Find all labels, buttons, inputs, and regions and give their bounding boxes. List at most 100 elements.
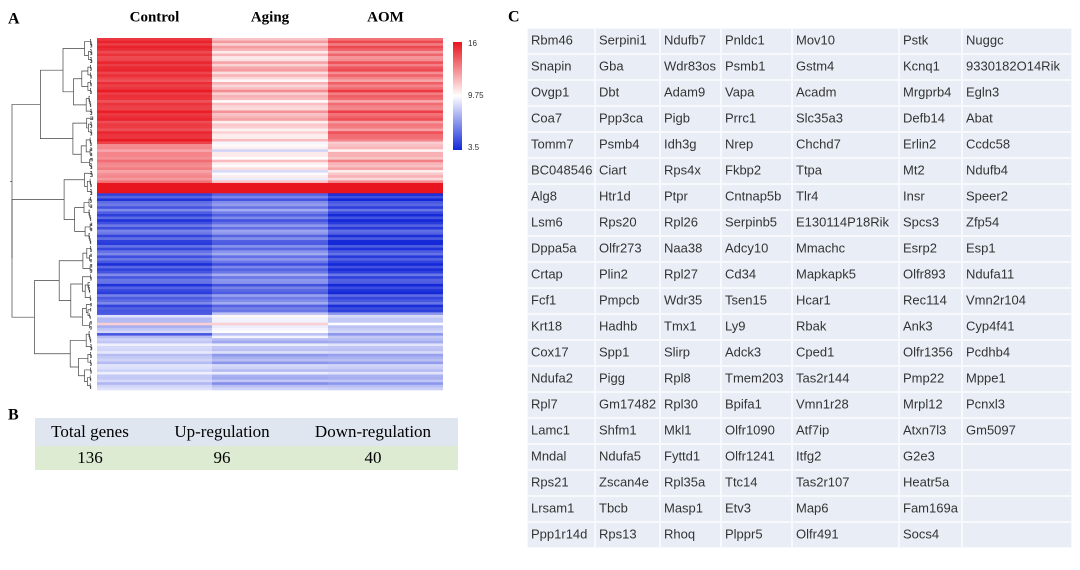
heat-cell xyxy=(212,211,328,215)
gene-name: Rec114 xyxy=(903,292,947,307)
heat-cell xyxy=(328,314,443,318)
heat-cell xyxy=(97,278,212,282)
gene-name: Olfr273 xyxy=(599,240,642,255)
heat-cell xyxy=(328,317,443,321)
heat-cell xyxy=(212,190,328,194)
heat-cell xyxy=(97,146,212,150)
heat-cell xyxy=(97,281,212,285)
gene-cell xyxy=(660,236,721,262)
gene-cell xyxy=(527,262,595,288)
heat-cell xyxy=(97,157,212,160)
heat-cell xyxy=(212,43,328,47)
gene-cell xyxy=(962,470,1072,496)
heat-cell xyxy=(97,221,212,225)
gene-cell xyxy=(660,392,721,418)
heat-cell xyxy=(328,219,443,223)
gene-name: Fkbp2 xyxy=(725,162,761,177)
gene-name: Ank3 xyxy=(903,318,933,333)
heat-cell xyxy=(97,180,212,184)
gene-cell xyxy=(792,314,899,340)
heat-cell xyxy=(212,252,328,256)
panel-label: A xyxy=(8,11,20,28)
heat-cell xyxy=(328,105,443,109)
gene-cell xyxy=(792,470,899,496)
gene-name: 9330182O14Rik xyxy=(966,58,1060,73)
gene-cell xyxy=(962,106,1072,132)
heat-cell xyxy=(328,131,443,135)
gene-name: Gm17482 xyxy=(599,396,656,411)
heat-cell xyxy=(212,146,328,150)
gene-name: Gm5097 xyxy=(966,422,1016,437)
column-header: Aging xyxy=(251,9,290,25)
gene-name: Hcar1 xyxy=(796,292,831,307)
gene-cell xyxy=(792,184,899,210)
gene-cell xyxy=(660,288,721,314)
heat-cell xyxy=(328,291,443,295)
heat-cell xyxy=(97,234,212,238)
heat-cell xyxy=(212,276,328,280)
heat-cell xyxy=(212,110,328,114)
heat-cell xyxy=(97,126,212,129)
table-header: Up-regulation xyxy=(174,422,270,441)
gene-cell xyxy=(595,288,660,314)
gene-name: Rbak xyxy=(796,318,827,333)
heat-cell xyxy=(97,374,212,378)
heat-cell xyxy=(328,278,443,282)
heat-cell xyxy=(97,252,212,256)
heat-cell xyxy=(97,333,212,336)
gene-cell xyxy=(899,158,962,184)
gene-name: Mov10 xyxy=(796,32,835,47)
heat-cell xyxy=(97,369,212,373)
gene-cell xyxy=(595,106,660,132)
gene-name: Tsen15 xyxy=(725,292,767,307)
heat-cell xyxy=(328,330,443,334)
gene-name: Hadhb xyxy=(599,318,637,333)
dendro-link xyxy=(34,280,71,355)
dendro-link xyxy=(11,104,41,259)
gene-cell xyxy=(527,132,595,158)
gene-name: Olfr1090 xyxy=(725,422,775,437)
heat-cell xyxy=(97,56,212,60)
heat-cell xyxy=(328,97,443,101)
heat-cell xyxy=(212,330,328,334)
heat-cell xyxy=(328,270,443,274)
gene-name: Heatr5a xyxy=(903,474,950,489)
heat-cell xyxy=(97,211,212,215)
gene-cell xyxy=(792,444,899,470)
gene-name: Vmn1r28 xyxy=(796,396,849,411)
gene-name: Mt2 xyxy=(903,162,925,177)
heat-cell xyxy=(328,193,443,197)
heat-cell xyxy=(328,76,443,80)
gene-cell xyxy=(527,366,595,392)
heat-cell xyxy=(97,131,212,135)
gene-name: Tomm7 xyxy=(531,136,574,151)
table-row-bg xyxy=(35,446,458,470)
heat-cell xyxy=(97,358,212,362)
heat-cell xyxy=(328,312,443,316)
gene-cell xyxy=(595,522,660,548)
heat-cell xyxy=(328,107,443,111)
gene-name: Pstk xyxy=(903,32,929,47)
heat-cell xyxy=(328,87,443,91)
gene-cell xyxy=(527,54,595,80)
gene-cell xyxy=(962,236,1072,262)
heat-cell xyxy=(97,283,212,287)
heat-cell xyxy=(97,263,212,267)
dendro-link xyxy=(72,122,87,155)
gene-name: Nrep xyxy=(725,136,753,151)
gene-cell xyxy=(792,262,899,288)
heat-cell xyxy=(97,118,212,122)
gene-cell xyxy=(660,470,721,496)
heat-cell xyxy=(97,151,212,155)
gene-name: Pcdhb4 xyxy=(966,344,1010,359)
heat-cell xyxy=(328,214,443,217)
gene-cell xyxy=(660,158,721,184)
heat-cell xyxy=(212,102,328,106)
heat-cell xyxy=(97,141,212,145)
dendro-link xyxy=(87,66,91,76)
heat-cell xyxy=(212,364,328,368)
gene-cell xyxy=(962,158,1072,184)
heat-cell xyxy=(328,247,443,251)
heat-cell xyxy=(212,343,328,347)
heat-cell xyxy=(212,105,328,109)
